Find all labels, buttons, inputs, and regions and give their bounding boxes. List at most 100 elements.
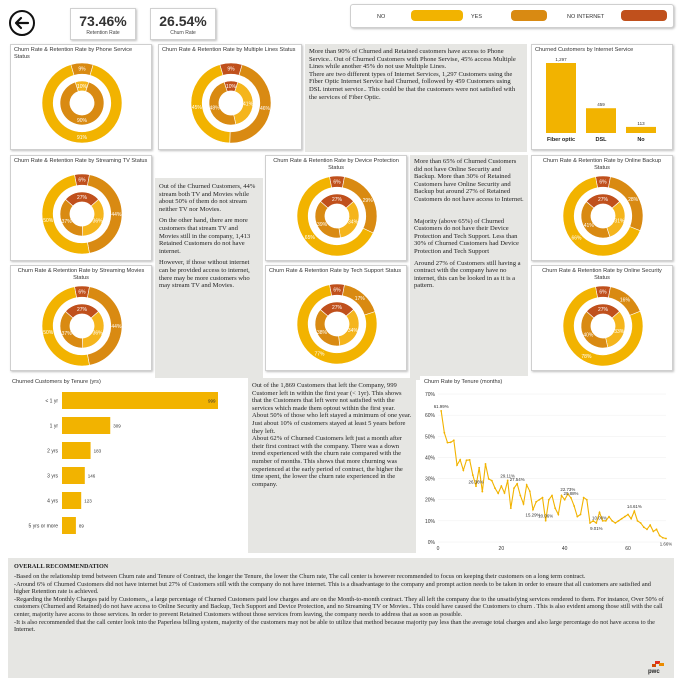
- churn-point[interactable]: [661, 536, 664, 539]
- churn-point[interactable]: [655, 528, 658, 531]
- churn-point[interactable]: [557, 513, 560, 516]
- churn-point[interactable]: [471, 474, 474, 476]
- churn-point[interactable]: [462, 469, 465, 472]
- phone-service-donut[interactable]: 9% 91% 10% 90%: [11, 55, 153, 149]
- churn-point[interactable]: [589, 522, 591, 524]
- outer-ring-segment[interactable]: [190, 64, 231, 144]
- internet-bar[interactable]: [626, 126, 656, 133]
- churn-point[interactable]: [468, 459, 471, 461]
- tenure-bar[interactable]: [62, 392, 218, 409]
- churn-point[interactable]: [642, 526, 645, 529]
- device-protection-donut[interactable]: 6% 29% 65% 27% 34% 39%: [266, 170, 408, 260]
- churn-point[interactable]: [519, 494, 522, 497]
- outer-ring-segment[interactable]: [562, 176, 641, 257]
- churn-point[interactable]: [560, 494, 563, 497]
- churn-point[interactable]: [490, 479, 493, 482]
- outer-ring-segment[interactable]: [41, 286, 90, 367]
- internet-bar[interactable]: [586, 108, 616, 133]
- churn-point[interactable]: [440, 410, 443, 412]
- churn-point[interactable]: [636, 519, 639, 522]
- inner-ring-segment[interactable]: [59, 81, 105, 126]
- outer-ring-segment[interactable]: [41, 174, 90, 255]
- churn-point[interactable]: [481, 490, 484, 493]
- tenure-bar[interactable]: [62, 467, 85, 484]
- inner-ring-segment[interactable]: [314, 201, 341, 239]
- churn-point[interactable]: [459, 458, 462, 461]
- churn-point[interactable]: [503, 492, 506, 494]
- churn-point[interactable]: [658, 534, 661, 537]
- churn-line-chart[interactable]: 0% 10% 20% 30% 40% 50% 60% 70% 0 20 40 60 61.99% 26.3…: [420, 386, 674, 554]
- inner-ring-segment[interactable]: [580, 311, 609, 349]
- churn-point[interactable]: [649, 524, 652, 526]
- inner-ring-segment[interactable]: [314, 309, 341, 347]
- churn-point[interactable]: [509, 507, 512, 510]
- churn-point[interactable]: [608, 515, 610, 518]
- churn-point[interactable]: [500, 485, 503, 487]
- tenure-bar[interactable]: [62, 517, 76, 534]
- online-backup-donut[interactable]: 6% 28% 66% 27% 31% 41%: [532, 170, 674, 260]
- streaming-movies-donut[interactable]: 6% 44% 50% 27% 36% 37%: [11, 280, 153, 370]
- internet-service-bars[interactable]: 1,297 Fiber optic 459 DSL 113 No: [532, 55, 674, 151]
- churn-point[interactable]: [516, 482, 519, 485]
- churn-point[interactable]: [633, 510, 636, 513]
- churn-point[interactable]: [614, 522, 617, 524]
- tech-support-donut[interactable]: 6% 17% 77% 27% 34% 38%: [266, 276, 408, 370]
- multiple-lines-donut[interactable]: 9% 46% 45% 10% 41% 48%: [159, 55, 303, 149]
- churn-point[interactable]: [630, 517, 633, 520]
- tenure-bar[interactable]: [62, 492, 82, 509]
- churn-point[interactable]: [646, 528, 648, 531]
- churn-point[interactable]: [566, 493, 569, 495]
- churn-point[interactable]: [598, 511, 601, 514]
- churn-point[interactable]: [579, 513, 582, 516]
- inner-ring-segment[interactable]: [59, 199, 84, 237]
- churn-point[interactable]: [452, 439, 455, 442]
- churn-point[interactable]: [541, 496, 544, 499]
- churn-line[interactable]: [440, 410, 667, 540]
- churn-point[interactable]: [570, 496, 572, 499]
- inner-ring-segment[interactable]: [59, 311, 84, 349]
- churn-point[interactable]: [522, 503, 525, 505]
- churn-point[interactable]: [582, 496, 585, 499]
- churn-point[interactable]: [652, 530, 655, 533]
- churn-point[interactable]: [627, 513, 629, 516]
- churn-point[interactable]: [538, 498, 541, 501]
- outer-ring-segment[interactable]: [296, 284, 378, 365]
- churn-point[interactable]: [623, 515, 626, 518]
- inner-ring-segment[interactable]: [580, 201, 611, 239]
- churn-point[interactable]: [585, 498, 588, 501]
- internet-bar[interactable]: [546, 63, 576, 133]
- outer-ring-segment[interactable]: [296, 176, 374, 257]
- online-security-donut[interactable]: 6% 16% 78% 27% 33% 40%: [532, 280, 674, 370]
- outer-ring-segment[interactable]: [562, 286, 644, 367]
- churn-point[interactable]: [576, 515, 579, 518]
- churn-point[interactable]: [611, 519, 614, 522]
- churn-point[interactable]: [620, 517, 623, 520]
- churn-point[interactable]: [601, 519, 604, 522]
- churn-point[interactable]: [532, 508, 534, 511]
- churn-point[interactable]: [525, 484, 528, 486]
- churn-point[interactable]: [665, 537, 667, 540]
- tenure-bars[interactable]: < 1 yr 999 1 yr 309 2 yrs 183 3 yrs 146 4 yrs 123…: [10, 386, 220, 552]
- churn-point[interactable]: [456, 464, 458, 467]
- churn-point[interactable]: [465, 459, 468, 462]
- churn-point[interactable]: [478, 466, 481, 469]
- outer-ring-segment[interactable]: [41, 64, 123, 144]
- churn-point[interactable]: [551, 494, 553, 497]
- churn-point[interactable]: [443, 431, 446, 434]
- churn-point[interactable]: [573, 505, 576, 507]
- churn-point[interactable]: [475, 485, 477, 488]
- churn-point[interactable]: [595, 522, 598, 524]
- tenure-bar[interactable]: [62, 442, 91, 459]
- churn-point[interactable]: [497, 492, 500, 495]
- churn-point[interactable]: [528, 490, 531, 493]
- churn-point[interactable]: [484, 463, 487, 465]
- churn-point[interactable]: [544, 519, 547, 522]
- churn-point[interactable]: [449, 441, 452, 444]
- churn-point[interactable]: [535, 500, 538, 503]
- streaming-tv-donut[interactable]: 6% 44% 50% 27% 36% 37%: [11, 166, 153, 260]
- churn-point[interactable]: [563, 498, 566, 501]
- churn-point[interactable]: [494, 487, 496, 490]
- churn-point[interactable]: [513, 487, 515, 490]
- churn-point[interactable]: [617, 519, 620, 522]
- inner-ring-segment[interactable]: [208, 81, 237, 126]
